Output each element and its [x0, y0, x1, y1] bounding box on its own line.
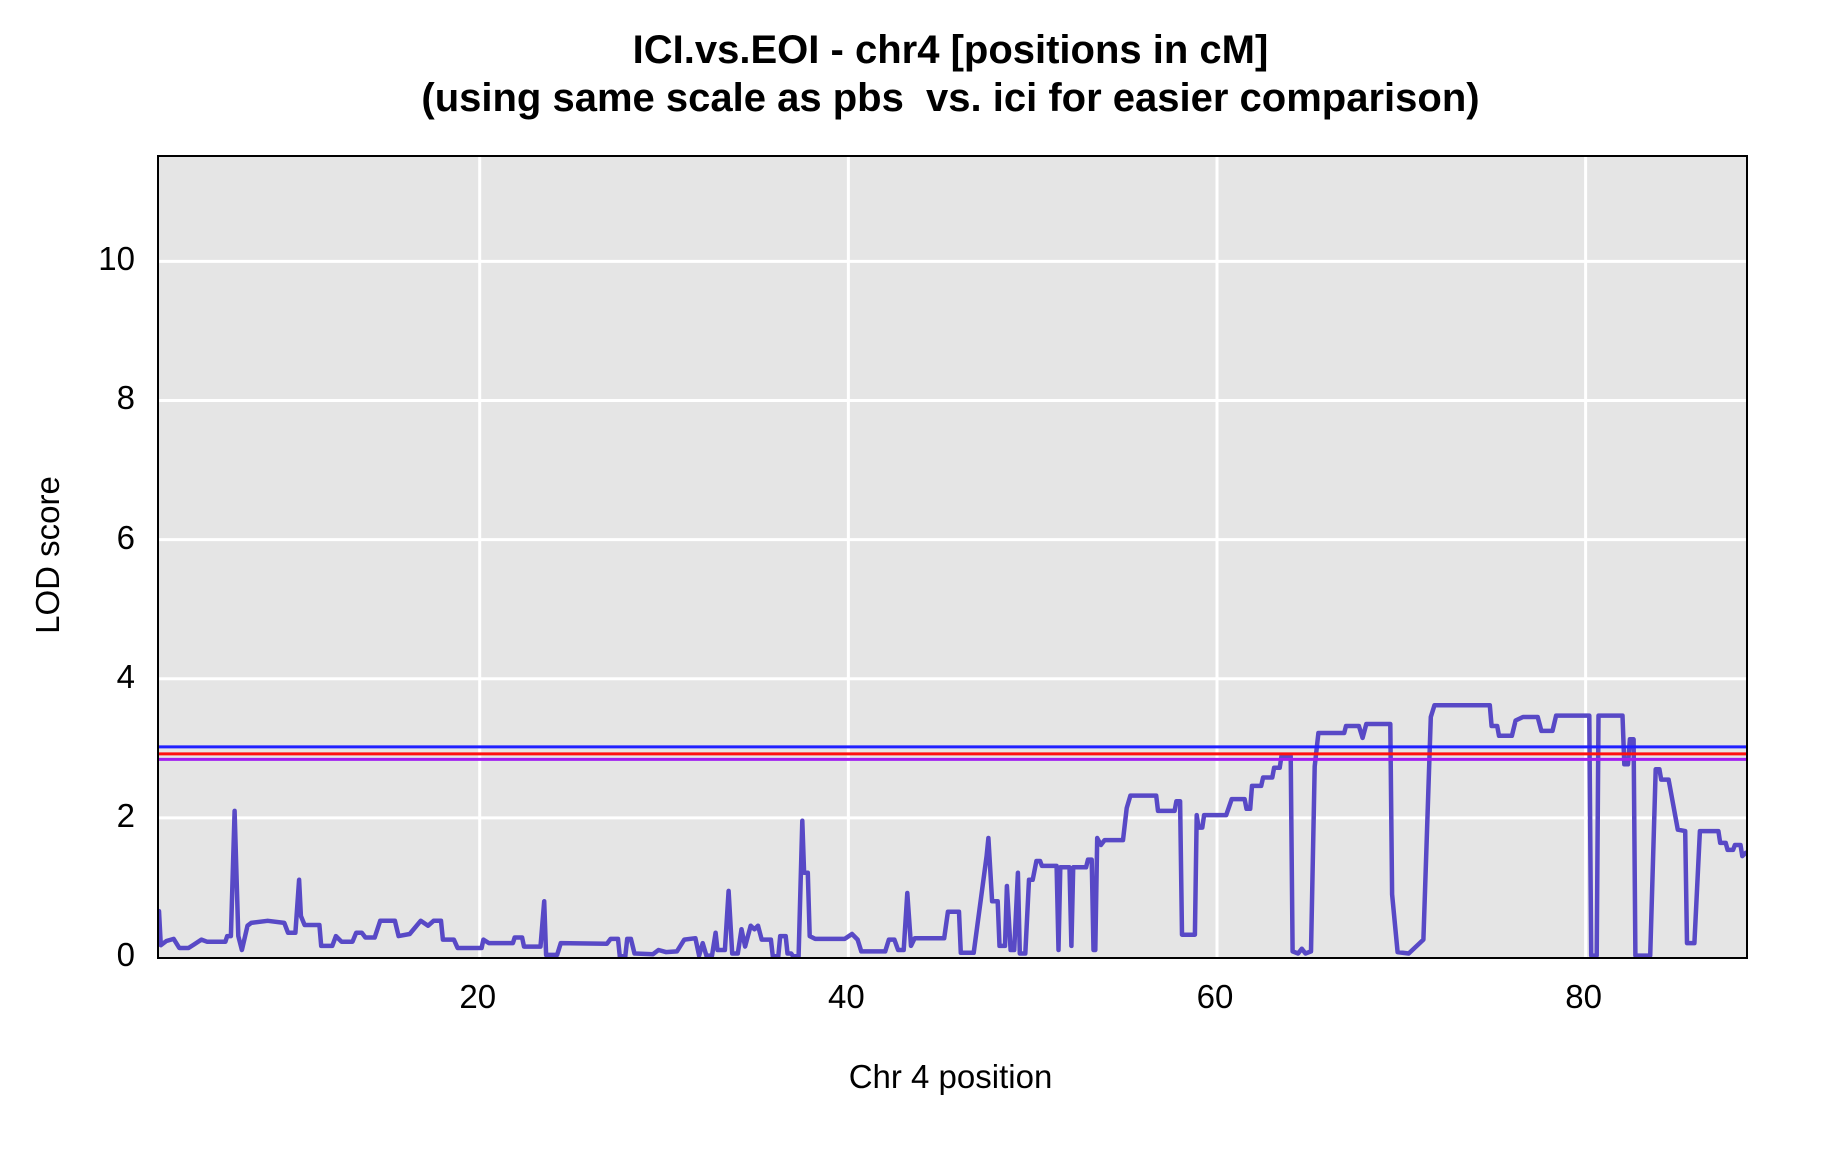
- x-tick-label: 80: [1565, 978, 1602, 1015]
- x-axis-label: Chr 4 position: [848, 1058, 1053, 1095]
- x-tick-label: 20: [459, 978, 497, 1015]
- y-tick-label: 0: [116, 936, 135, 973]
- y-tick-label: 8: [116, 379, 135, 417]
- x-tick-label: 60: [1196, 978, 1234, 1015]
- lod-curve: [159, 702, 1746, 957]
- y-tick-label: 4: [116, 657, 135, 695]
- y-tick-label: 2: [116, 796, 135, 834]
- plot-panel: [157, 155, 1748, 959]
- lod-chart: [159, 157, 1746, 957]
- chart-subtitle: (using same scale as pbs vs. ici for eas…: [421, 76, 1480, 120]
- y-tick-label: 6: [116, 518, 135, 556]
- y-tick-label: 10: [98, 240, 135, 278]
- chart-title: ICI.vs.EOI - chr4 [positions in cM]: [632, 28, 1269, 72]
- x-tick-label: 40: [827, 978, 865, 1015]
